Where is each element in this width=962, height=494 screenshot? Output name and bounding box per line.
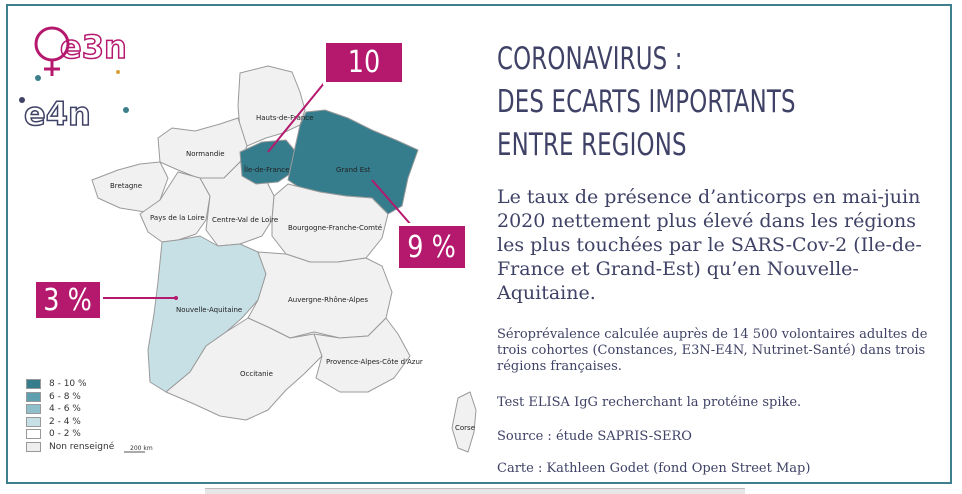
- region-hauts-de-france: [237, 65, 306, 147]
- legend-item: Non renseigné: [26, 441, 114, 454]
- legend-item: 0 - 2 %: [26, 428, 114, 441]
- logo-e4n: e4n: [24, 95, 91, 133]
- legend-swatch: [26, 441, 41, 452]
- callout-idf: 10 %: [323, 40, 405, 120]
- region-pays-de-la-loire: [139, 171, 211, 243]
- label-paca: Provence-Alpes-Côte d'Azur: [326, 358, 423, 366]
- map-legend: 8 - 10 % 6 - 8 % 4 - 6 % 2 - 4 % 0 - 2 % Non …: [26, 378, 114, 453]
- region-auvergne: [247, 251, 393, 339]
- label-pays-de-la-loire: Pays de la Loire: [150, 214, 205, 222]
- label-bourgogne: Bourgogne-Franche-Comté: [288, 224, 382, 232]
- logo-e3n: e3n: [60, 28, 127, 66]
- legend-label: 4 - 6 %: [49, 404, 81, 415]
- region-nouvelle-aquitaine: [147, 235, 267, 393]
- legend-swatch: [26, 429, 41, 440]
- label-bretagne: Bretagne: [110, 182, 142, 190]
- callout-dot-na: [174, 296, 178, 300]
- region-bretagne: [91, 161, 169, 213]
- label-corse: Corse: [455, 424, 475, 432]
- label-auvergne: Auvergne-Rhône-Alpes: [288, 296, 368, 304]
- note-test: Test ELISA IgG recherchant la protéine s…: [497, 395, 802, 410]
- label-ile-de-france: Île-de-France: [244, 165, 289, 174]
- region-ile-de-france: [239, 139, 297, 185]
- label-centre: Centre-Val de Loire: [212, 216, 278, 224]
- legend-item: 8 - 10 %: [26, 378, 114, 391]
- label-grand-est: Grand Est: [336, 166, 371, 174]
- region-bourgogne: [271, 183, 389, 263]
- callout-line-grand-est: [371, 179, 413, 227]
- note-seroprevalence: Séroprévalence calculée auprès de 14 500…: [497, 327, 928, 374]
- callout-grand-est: 9 %: [396, 223, 468, 271]
- note-source: Source : étude SAPRIS-SERO: [497, 429, 692, 444]
- region-corse: [451, 391, 477, 453]
- bottom-scrollbar[interactable]: [205, 488, 745, 494]
- lead-paragraph: Le taux de présence d’anticorps en mai-j…: [497, 186, 922, 304]
- callout-nouvelle-aquitaine: 3 %: [33, 279, 103, 321]
- label-occitanie: Occitanie: [240, 370, 273, 378]
- label-hauts-de-france: Hauts-de-France: [256, 114, 313, 122]
- legend-label: 0 - 2 %: [49, 429, 81, 440]
- legend-item: 4 - 6 %: [26, 403, 114, 416]
- scale-label: 200 km: [130, 445, 153, 452]
- region-grand-est: [287, 109, 419, 215]
- legend-label: 6 - 8 %: [49, 391, 81, 402]
- legend-label: 8 - 10 %: [49, 379, 87, 390]
- legend-item: 2 - 4 %: [26, 416, 114, 429]
- legend-label: 2 - 4 %: [49, 416, 81, 427]
- callout-line-idf: [267, 81, 326, 153]
- label-nouvelle-aquitaine: Nouvelle-Aquitaine: [176, 306, 242, 314]
- legend-item: 6 - 8 %: [26, 391, 114, 404]
- region-paca: [313, 317, 411, 393]
- e3n-e4n-logo: e3n e4n: [19, 26, 129, 134]
- legend-swatch: [26, 391, 41, 402]
- legend-swatch: [26, 379, 41, 390]
- label-normandie: Normandie: [186, 150, 225, 158]
- page-title: CORONAVIRUS : DES ECARTS IMPORTANTS ENTR…: [497, 41, 796, 163]
- note-credit: Carte : Kathleen Godet (fond Open Street…: [497, 461, 811, 476]
- legend-swatch: [26, 416, 41, 427]
- legend-swatch: [26, 404, 41, 415]
- legend-label: Non renseigné: [49, 441, 115, 452]
